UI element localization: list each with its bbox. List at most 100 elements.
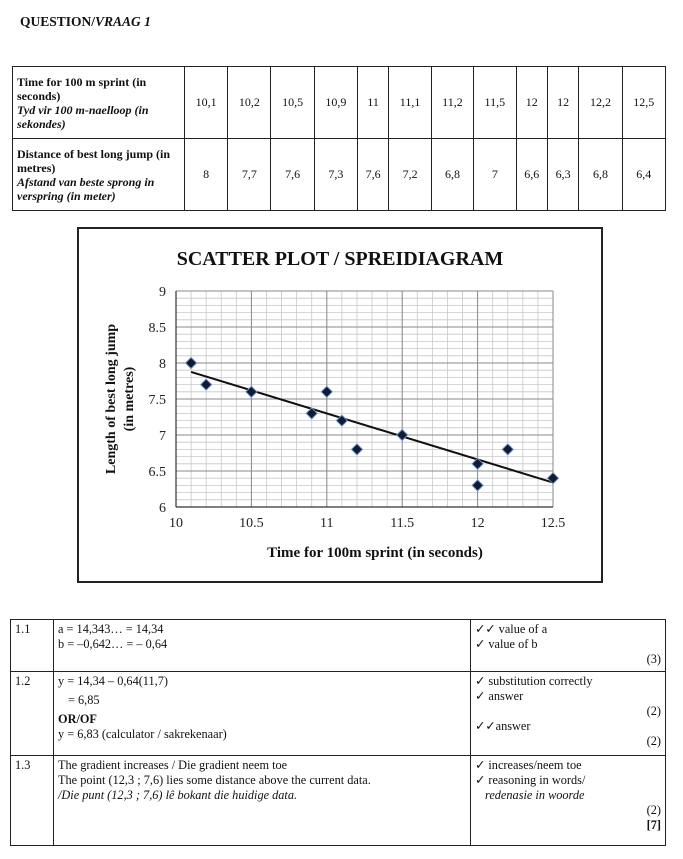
mark-line: ✓ substitution correctly bbox=[475, 674, 593, 688]
axes bbox=[175, 291, 553, 508]
answer-line: The gradient increases / Die gradient ne… bbox=[58, 758, 288, 772]
distance-cell: 8 bbox=[183, 138, 229, 211]
grid bbox=[175, 290, 554, 508]
time-row: Time for 100 m sprint (in seconds) Tyd v… bbox=[12, 66, 667, 139]
time-label-af: Tyd vir 100 m-naelloop (in sekondes) bbox=[17, 102, 149, 131]
data-point bbox=[245, 385, 258, 399]
time-cell: 10,5 bbox=[270, 66, 315, 139]
distance-cell: 6,6 bbox=[515, 138, 548, 211]
data-point bbox=[184, 356, 198, 370]
question-number: 1.2 bbox=[10, 671, 54, 756]
mark-line: ✓✓answer bbox=[475, 719, 531, 733]
y-tick-label: 8 bbox=[159, 357, 166, 372]
mark-line: ✓ answer bbox=[475, 689, 524, 703]
y-tick-label: 6 bbox=[159, 501, 166, 516]
data-point bbox=[199, 378, 213, 391]
time-label-en: Time for 100 m sprint (in seconds) bbox=[17, 74, 147, 103]
heading-prefix: QUESTION/ bbox=[20, 14, 96, 29]
distance-cell: 6,8 bbox=[578, 138, 623, 211]
mark-total: (2) bbox=[646, 803, 661, 817]
distance-cell: 7,6 bbox=[270, 138, 315, 211]
y-tick-label: 9 bbox=[159, 285, 166, 300]
answer-line: OR/OF bbox=[58, 712, 97, 726]
distance-cell: 6,8 bbox=[430, 138, 475, 211]
answer-working: y = 14,34 – 0,64(11,7) = 6,85 OR/OF y = … bbox=[53, 671, 471, 756]
time-cell: 12 bbox=[515, 66, 548, 139]
data-table: Time for 100 m sprint (in seconds) Tyd v… bbox=[12, 66, 667, 211]
time-row-label: Time for 100 m sprint (in seconds) Tyd v… bbox=[12, 66, 185, 139]
data-point bbox=[335, 414, 349, 427]
distance-label-en: Distance of best long jump (in metres) bbox=[17, 146, 171, 175]
data-point bbox=[305, 407, 318, 420]
answer-line: /Die punt (12,3 ; 7,6) lê bokant die hui… bbox=[58, 788, 298, 802]
time-cell: 12 bbox=[546, 66, 580, 139]
distance-cell: 7,6 bbox=[356, 138, 390, 211]
data-point bbox=[546, 471, 560, 485]
mark-line: ✓ value of b bbox=[475, 637, 538, 651]
answer-working: a = 14,343… = 14,34 b = –0,642… = – 0,64 bbox=[53, 619, 471, 672]
time-cell: 12,2 bbox=[578, 66, 623, 139]
y-tick-label: 8.5 bbox=[149, 321, 167, 336]
answer-line: a = 14,343… = 14,34 bbox=[58, 622, 164, 636]
distance-cell: 7,2 bbox=[388, 138, 432, 211]
marks-cell: ✓✓ value of a ✓ value of b (3) bbox=[470, 619, 666, 672]
x-axis-label: Time for 100m sprint (in seconds) bbox=[267, 545, 483, 561]
answer-row-1-1: 1.1 a = 14,343… = 14,34 b = –0,642… = – … bbox=[10, 619, 666, 672]
distance-cell: 7 bbox=[473, 138, 517, 211]
data-point bbox=[471, 457, 484, 471]
mark-line: redenasie in woorde bbox=[485, 788, 585, 802]
data-point bbox=[501, 443, 514, 456]
y-tick-label: 7 bbox=[159, 429, 166, 444]
data-point bbox=[471, 479, 484, 492]
question-number: 1.1 bbox=[10, 619, 54, 672]
answer-line: y = 14,34 – 0,64(11,7) bbox=[58, 674, 168, 688]
answer-row-1-2: 1.2 y = 14,34 – 0,64(11,7) = 6,85 OR/OF … bbox=[10, 671, 666, 756]
y-tick-label: 7.5 bbox=[149, 393, 167, 408]
data-point bbox=[395, 428, 409, 442]
mark-total: (2) bbox=[646, 734, 661, 748]
answer-line: The point (12,3 ; 7,6) lies some distanc… bbox=[58, 773, 371, 787]
time-cell: 10,2 bbox=[227, 66, 272, 139]
mark-total: (3) bbox=[646, 652, 661, 666]
distance-cell: 7,7 bbox=[227, 138, 272, 211]
x-tick-label: 10 bbox=[169, 516, 183, 531]
data-point bbox=[320, 385, 334, 399]
scatter-plot-chart: SCATTER PLOT / SPREIDIAGRAM 10 10.5 11 11.5… bbox=[77, 227, 603, 583]
answer-row-1-3: 1.3 The gradient increases / Die gradien… bbox=[10, 755, 666, 846]
answer-table: 1.1 a = 14,343… = 14,34 b = –0,642… = – … bbox=[10, 619, 666, 846]
answer-line: b = –0,642… = – 0,64 bbox=[58, 637, 168, 651]
question-number: 1.3 bbox=[10, 755, 54, 846]
marks-cell: ✓ substitution correctly ✓ answer (2) ✓✓… bbox=[470, 671, 666, 756]
tick-labels: 10 10.5 11 11.5 12 12.5 6 6.5 7 7.5 8 8.5 9 bbox=[149, 285, 566, 531]
marks-cell: ✓ increases/neem toe ✓ reasoning in word… bbox=[470, 755, 666, 846]
x-tick-label: 12 bbox=[471, 516, 485, 531]
distance-cell: 6,3 bbox=[546, 138, 580, 211]
grand-total: [7] bbox=[646, 818, 661, 832]
distance-cell: 6,4 bbox=[621, 138, 667, 211]
distance-row: Distance of best long jump (in metres) A… bbox=[12, 138, 667, 211]
x-tick-label: 11.5 bbox=[390, 516, 414, 531]
x-tick-label: 12.5 bbox=[541, 516, 566, 531]
distance-label-af: Afstand van beste sprong in verspring (i… bbox=[17, 174, 155, 203]
distance-cell: 7,3 bbox=[313, 138, 358, 211]
chart-svg: SCATTER PLOT / SPREIDIAGRAM 10 10.5 11 11.5… bbox=[104, 248, 566, 561]
mark-subtotal: (2) bbox=[646, 704, 661, 718]
question-heading: QUESTION/VRAAG 1 bbox=[20, 14, 151, 30]
x-tick-label: 11 bbox=[320, 516, 333, 531]
distance-row-label: Distance of best long jump (in metres) A… bbox=[12, 138, 185, 211]
y-tick-label: 6.5 bbox=[149, 465, 167, 480]
heading-suffix: VRAAG 1 bbox=[95, 14, 151, 29]
data-point bbox=[350, 443, 364, 456]
chart-title: SCATTER PLOT / SPREIDIAGRAM bbox=[177, 248, 504, 270]
y-axis-label-line1: Length of best long jump bbox=[104, 324, 119, 474]
mark-line: ✓ increases/neem toe bbox=[475, 758, 582, 772]
y-axis-label-line2: (in metres) bbox=[122, 366, 137, 431]
answer-line: = 6,85 bbox=[68, 693, 100, 707]
mark-line: ✓✓ value of a bbox=[475, 622, 548, 636]
time-cell: 10,9 bbox=[313, 66, 358, 139]
mark-line: ✓ reasoning in words/ bbox=[475, 773, 586, 787]
answer-working: The gradient increases / Die gradient ne… bbox=[53, 755, 471, 846]
time-cell: 11,5 bbox=[473, 66, 517, 139]
points-group bbox=[184, 356, 560, 492]
answer-line: y = 6,83 (calculator / sakrekenaar) bbox=[58, 727, 227, 741]
